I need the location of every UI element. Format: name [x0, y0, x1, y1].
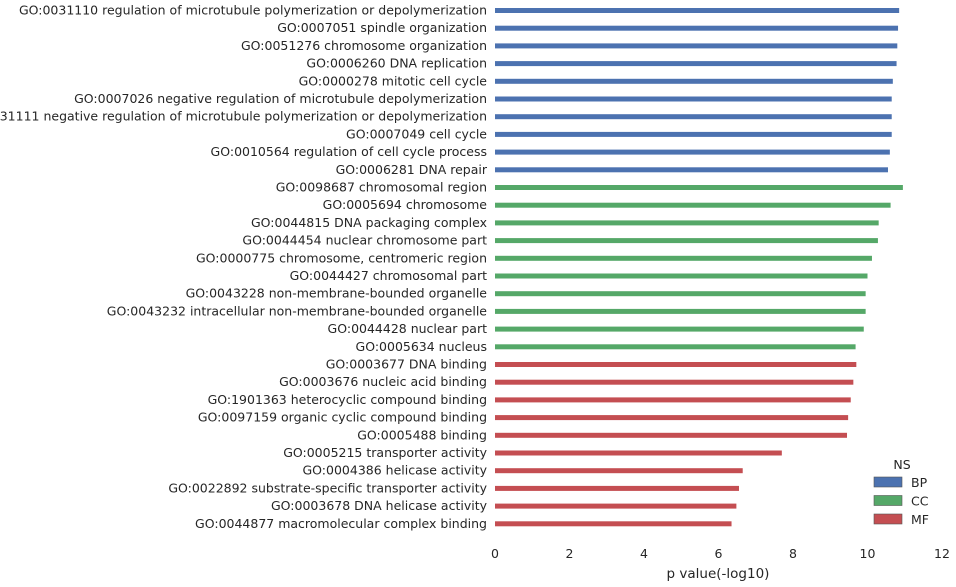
bar-cc: [495, 238, 878, 244]
category-label: GO:0003677 DNA binding: [326, 357, 487, 372]
category-label: GO:0022892 substrate-specific transporte…: [168, 480, 487, 495]
bar-mf: [495, 485, 739, 491]
bar-cc: [495, 273, 868, 279]
category-label: GO:0006281 DNA repair: [336, 162, 488, 177]
category-label: GO:0000775 chromosome, centromeric regio…: [196, 250, 487, 265]
category-label: GO:0003676 nucleic acid binding: [279, 374, 487, 389]
category-label: GO:0007051 spindle organization: [277, 20, 487, 35]
category-label: GO:0043228 non-membrane-bounded organell…: [186, 286, 488, 301]
category-label: GO:0005634 nucleus: [356, 339, 487, 354]
category-label: GO:0044454 nuclear chromosome part: [242, 233, 487, 248]
x-tick-label: 10: [860, 546, 876, 561]
bar-bp: [495, 149, 890, 155]
x-tick-label: 2: [566, 546, 574, 561]
legend-swatch-mf: [873, 513, 903, 525]
x-tick-label: 0: [491, 546, 499, 561]
x-tick-label: 6: [715, 546, 723, 561]
bar-bp: [495, 43, 898, 49]
bar-mf: [495, 503, 737, 509]
category-label: GO:0005215 transporter activity: [283, 445, 487, 460]
category-label: GO:0005694 chromosome: [323, 197, 488, 212]
bar-cc: [495, 308, 866, 314]
bar-mf: [495, 362, 857, 367]
legend-label-mf: MF: [911, 512, 929, 527]
x-axis-ticks: 0 2 4 6 8 10 12: [491, 546, 950, 561]
category-label: GO:0031110 regulation of microtubule pol…: [19, 3, 487, 18]
bar-bp: [495, 25, 899, 31]
category-label: GO:0006260 DNA replication: [306, 56, 487, 71]
x-axis-label: p value(-log10): [667, 566, 770, 582]
bar-mf: [495, 415, 849, 421]
legend-swatch-bp: [873, 476, 903, 488]
category-labels: GO:0031110 regulation of microtubule pol…: [0, 3, 488, 531]
category-label: GO:0031111 negative regulation of microt…: [0, 109, 487, 124]
bar-mf: [495, 521, 732, 527]
bar-cc: [495, 344, 856, 350]
bar-cc: [495, 326, 864, 332]
category-label: GO:0007049 cell cycle: [346, 126, 487, 141]
bar-cc: [495, 220, 879, 226]
bar-mf: [495, 397, 851, 403]
category-label: GO:0010564 regulation of cell cycle proc…: [211, 144, 487, 159]
legend: NS BP CC MF: [873, 457, 929, 527]
x-tick-label: 8: [789, 546, 797, 561]
category-label: GO:0003678 DNA helicase activity: [271, 498, 488, 513]
category-label: GO:0004386 helicase activity: [302, 463, 487, 478]
bar-bp: [495, 167, 888, 173]
bar-cc: [495, 185, 903, 190]
bar-bp: [495, 78, 893, 84]
bar-bp: [495, 131, 892, 137]
bar-mf: [495, 432, 848, 438]
bar-mf: [495, 468, 743, 474]
bar-cc: [495, 255, 872, 261]
bar-mf: [495, 379, 854, 385]
bar-bp: [495, 114, 892, 120]
category-label: GO:0000278 mitotic cell cycle: [299, 73, 488, 88]
category-label: GO:0097159 organic cyclic compound bindi…: [198, 410, 487, 425]
category-label: GO:0007026 negative regulation of microt…: [74, 91, 487, 106]
bars-group: [495, 8, 903, 527]
category-label: GO:0044815 DNA packaging complex: [251, 215, 487, 230]
legend-swatch-cc: [873, 495, 903, 506]
category-label: GO:0043232 intracellular non-membrane-bo…: [107, 303, 488, 318]
category-label: GO:0044428 nuclear part: [328, 321, 488, 336]
bar-cc: [495, 291, 866, 297]
category-label: GO:0051276 chromosome organization: [241, 38, 487, 53]
x-tick-label: 12: [934, 546, 950, 561]
category-label: GO:0044877 macromolecular complex bindin…: [195, 516, 487, 531]
bar-bp: [495, 8, 900, 13]
bar-cc: [495, 202, 891, 208]
bar-bp: [495, 96, 892, 102]
bar-bp: [495, 61, 897, 67]
bar-mf: [495, 450, 782, 456]
legend-label-cc: CC: [911, 494, 929, 509]
category-label: GO:1901363 heterocyclic compound binding: [208, 392, 487, 407]
legend-label-bp: BP: [911, 475, 928, 490]
legend-title: NS: [893, 457, 910, 472]
category-label: GO:0098687 chromosomal region: [276, 180, 487, 195]
category-label: GO:0044427 chromosomal part: [290, 268, 487, 283]
x-tick-label: 4: [640, 546, 648, 561]
category-label: GO:0005488 binding: [357, 427, 487, 442]
